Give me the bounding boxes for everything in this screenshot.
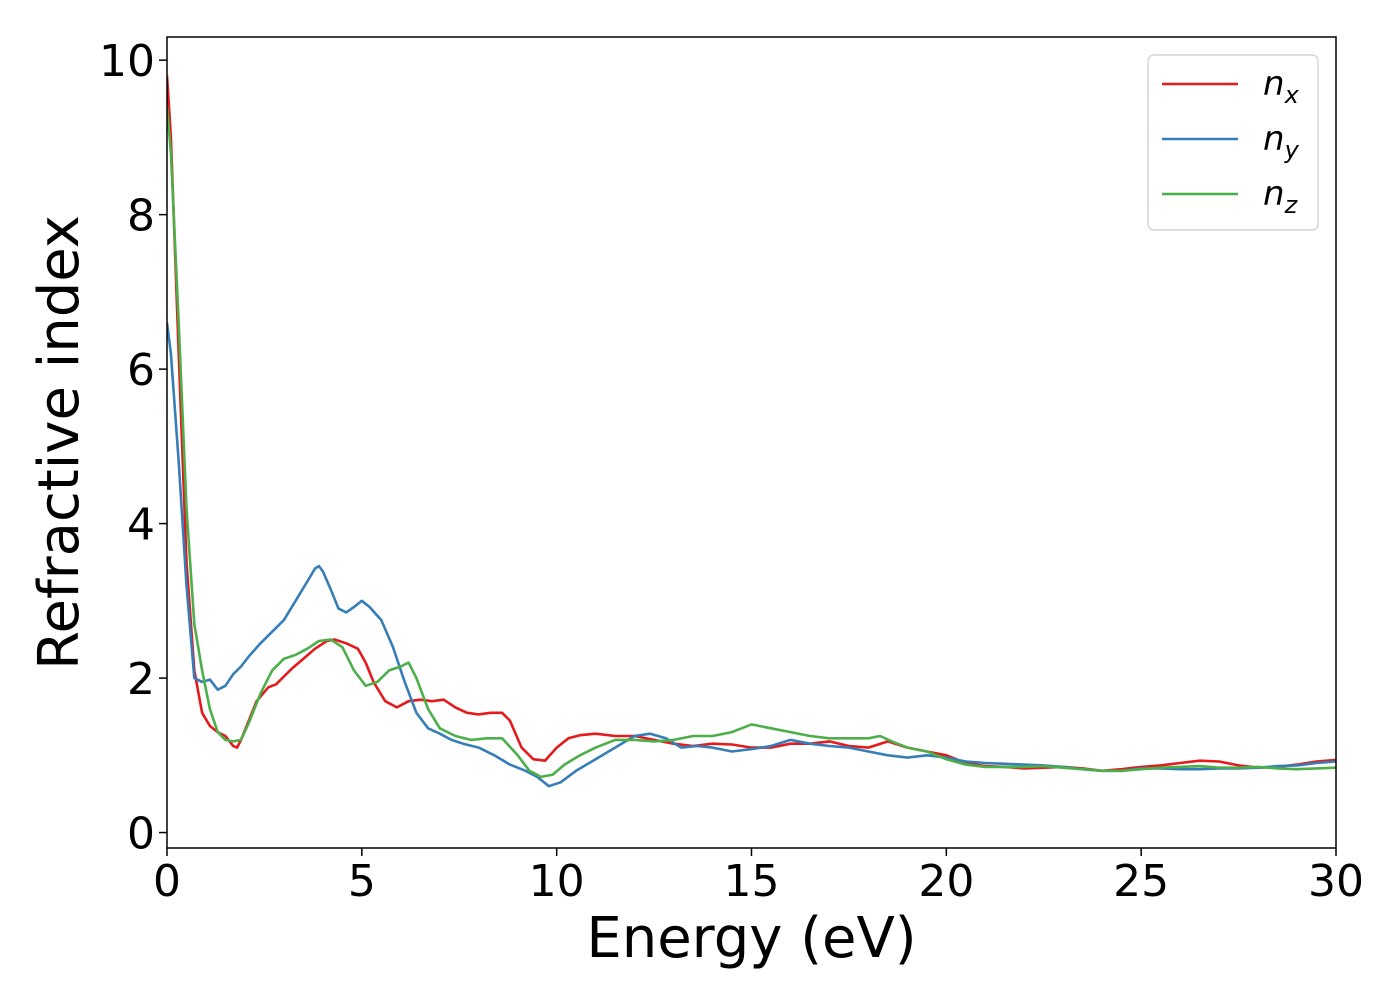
y-tick-label: 0 (127, 809, 155, 860)
legend-label: ny (1263, 119, 1300, 164)
x-tick-label: 30 (1308, 856, 1364, 907)
x-axis-title: Energy (eV) (586, 906, 916, 971)
x-tick-label: 15 (724, 856, 780, 907)
legend: nx ny nz (1147, 54, 1319, 231)
y-tick-label: 2 (127, 654, 155, 705)
x-tick-label: 10 (529, 856, 585, 907)
ticks-layer: 0 5 10 15 20 25 30 0 2 4 6 8 10 (99, 36, 1364, 907)
series-layer (167, 75, 1336, 788)
legend-label: nz (1263, 174, 1299, 219)
y-axis-title: Refractive index (27, 215, 92, 670)
x-tick-label: 5 (348, 856, 376, 907)
x-tick-label: 25 (1113, 856, 1169, 907)
series-line-nz (167, 106, 1336, 779)
legend-box (1147, 54, 1319, 231)
x-tick-label: 20 (918, 856, 974, 907)
x-tick-label: 0 (153, 856, 181, 907)
y-tick-label: 10 (99, 36, 155, 87)
y-tick-label: 8 (127, 191, 155, 242)
legend-label: nx (1263, 64, 1300, 109)
y-tick-label: 4 (127, 500, 155, 551)
y-tick-label: 6 (127, 345, 155, 396)
